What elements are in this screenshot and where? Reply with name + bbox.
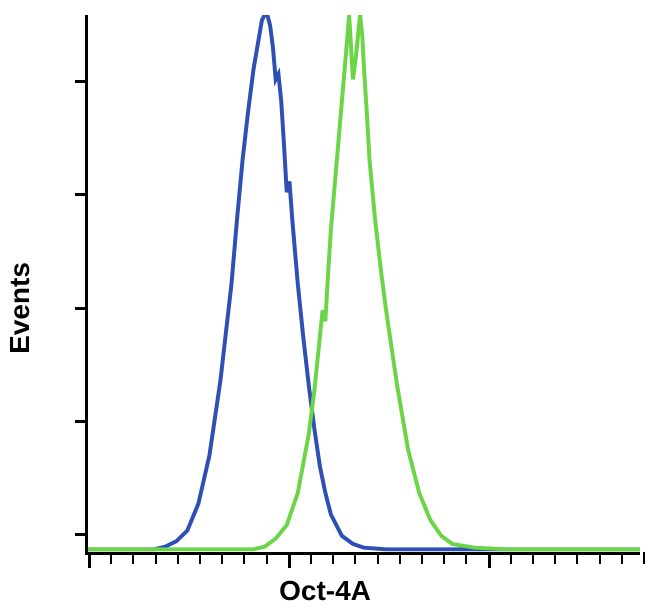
- histogram-curves: [88, 15, 640, 552]
- x-tick: [399, 552, 401, 564]
- x-tick: [132, 552, 134, 564]
- y-tick: [75, 80, 88, 83]
- x-axis-label: Oct-4A: [279, 575, 371, 607]
- x-tick: [354, 552, 356, 564]
- x-tick: [421, 552, 423, 564]
- y-tick: [75, 420, 88, 423]
- x-tick: [532, 552, 534, 564]
- x-tick: [332, 552, 334, 564]
- y-tick: [75, 193, 88, 196]
- plot-area: [85, 15, 640, 555]
- x-tick: [199, 552, 201, 564]
- x-tick: [155, 552, 157, 564]
- x-tick: [643, 552, 645, 564]
- x-tick: [488, 552, 491, 568]
- y-tick: [75, 307, 88, 310]
- series-oct4a: [88, 15, 640, 549]
- x-tick: [88, 552, 91, 568]
- x-tick: [288, 552, 291, 568]
- y-axis-label: Events: [4, 262, 36, 354]
- x-tick: [377, 552, 379, 564]
- x-tick: [221, 552, 223, 564]
- x-tick: [554, 552, 556, 564]
- x-tick: [510, 552, 512, 564]
- x-tick: [576, 552, 578, 564]
- y-tick: [75, 533, 88, 536]
- chart-container: [85, 15, 640, 555]
- x-tick: [599, 552, 601, 564]
- x-tick: [310, 552, 312, 564]
- x-tick: [110, 552, 112, 564]
- x-tick: [621, 552, 623, 564]
- x-tick: [266, 552, 268, 564]
- x-tick: [465, 552, 467, 564]
- x-tick: [177, 552, 179, 564]
- x-tick: [443, 552, 445, 564]
- x-tick: [243, 552, 245, 564]
